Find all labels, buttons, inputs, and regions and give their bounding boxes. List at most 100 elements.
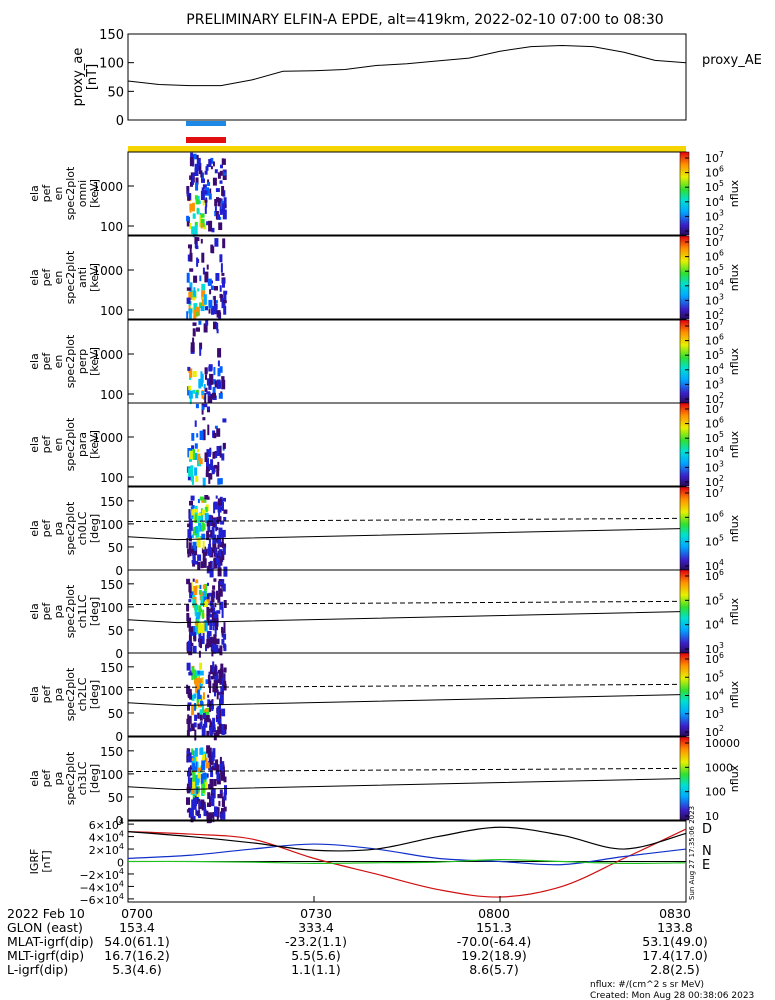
spectrogram-cell xyxy=(220,790,223,794)
igrf-series-d xyxy=(127,828,687,898)
spectrogram-cell xyxy=(216,610,221,614)
spectrogram-cell xyxy=(215,273,220,281)
spectrogram-cell xyxy=(201,283,206,291)
spectrogram-cell xyxy=(208,193,212,200)
spectrogram-cell xyxy=(195,177,199,185)
colorbar-tick-label: 106 xyxy=(705,568,724,583)
spectrogram-cell xyxy=(212,517,217,522)
spectrogram-cell xyxy=(209,778,214,790)
footer-value: 53.1(49.0) xyxy=(642,934,707,949)
spectrogram-cell xyxy=(222,203,226,214)
spectrogram-cell xyxy=(188,390,193,399)
pa-ytick-label: 100 xyxy=(100,684,123,698)
spectrogram-cell xyxy=(218,536,222,545)
spectrogram-cell xyxy=(220,663,224,673)
spectrogram-cell xyxy=(208,473,212,478)
spectrogram-cell xyxy=(217,478,221,485)
spectrogram-cell xyxy=(191,594,196,600)
spectrogram-cell xyxy=(190,471,193,482)
footer-value: -23.2(1.1) xyxy=(285,934,347,949)
spectrogram-cell xyxy=(202,267,205,275)
spectrogram-cell xyxy=(196,157,201,167)
spectrogram-cell xyxy=(200,596,204,606)
spectrogram-cell xyxy=(206,164,209,171)
spectrogram-cell xyxy=(191,788,195,794)
spectrogram-cell xyxy=(189,223,192,229)
spectrogram-cell xyxy=(205,762,210,769)
footer-row-label: GLON (east) xyxy=(7,920,83,935)
spectrogram-cell xyxy=(186,216,190,227)
spectrogram-cell xyxy=(222,238,226,249)
spectrogram-cell xyxy=(194,167,199,176)
pa-ytick-label: 0 xyxy=(115,647,123,661)
spectrogram-cell xyxy=(214,664,217,674)
spectrogram-cell xyxy=(199,670,204,676)
spectrogram-cell xyxy=(205,599,210,604)
spectrogram-cell xyxy=(189,670,193,676)
plot-title: PRELIMINARY ELFIN-A EPDE, alt=419km, 202… xyxy=(186,12,663,28)
spectrogram-cell xyxy=(219,478,223,485)
spectrogram-cell xyxy=(214,547,217,554)
spectrogram-cell xyxy=(215,714,218,721)
spectrogram-cell xyxy=(201,547,206,554)
spectrogram-cell xyxy=(191,534,194,538)
spectrogram-cell xyxy=(196,433,199,438)
spectrogram-cell xyxy=(199,347,202,356)
spectrogram-cell xyxy=(203,620,208,632)
spectrogram-cell xyxy=(191,560,195,564)
spectrogram-cell xyxy=(206,607,210,617)
spectrogram-cell xyxy=(218,581,221,592)
spectrogram-cell xyxy=(193,452,198,460)
anti-loss-cone-line xyxy=(127,767,687,773)
spectrogram-cell xyxy=(218,516,222,521)
spectrogram-cell xyxy=(200,171,203,178)
spectrogram-cell xyxy=(188,385,192,391)
spectrogram-cell xyxy=(221,158,224,165)
spectrogram-cell xyxy=(195,392,199,399)
spectrogram-cell xyxy=(221,771,225,781)
spectrogram-cell xyxy=(219,180,223,184)
spectrogram-cell xyxy=(204,452,208,462)
spectrogram-cell xyxy=(206,812,211,824)
spectrogram-cell xyxy=(187,529,192,539)
spectrogram-cell xyxy=(206,730,210,737)
panel-ylabel: elapefenspec2plotperp[keV] xyxy=(28,334,101,388)
proxy-ae-ylabel: proxy_ae[nT] xyxy=(71,48,100,107)
spectrogram-cell xyxy=(198,809,201,819)
spectrogram-cell xyxy=(187,366,191,371)
igrf-ytick-label: 4×104 xyxy=(89,830,124,845)
spectrogram-cell xyxy=(206,530,210,541)
footer-value: 153.4 xyxy=(119,920,155,935)
spectrogram-cell xyxy=(188,780,192,791)
coverage-bar-yellow xyxy=(128,146,686,152)
spectrogram-cell xyxy=(208,562,212,568)
spectrogram-cell xyxy=(186,190,189,197)
spectrogram-cell xyxy=(213,501,218,510)
spectrogram-cell xyxy=(202,417,206,421)
spectrogram-cell xyxy=(191,226,195,234)
spectrogram-cell xyxy=(190,495,195,501)
spectrogram-cell xyxy=(211,788,216,799)
spectrogram-cell xyxy=(204,367,208,374)
spectrogram-cell xyxy=(194,221,198,228)
footer-value: 333.4 xyxy=(298,920,334,935)
spectrogram-cell xyxy=(197,772,201,779)
spectrogram-cell xyxy=(193,309,197,321)
spectrogram-cell xyxy=(188,535,192,542)
spectrogram-cell xyxy=(196,537,201,548)
spectrogram-cell xyxy=(219,756,222,764)
spectrogram-cell xyxy=(216,706,220,718)
spectrogram-cell xyxy=(219,761,224,772)
spectrogram-cell xyxy=(192,173,195,178)
spectrogram-cell xyxy=(217,498,222,506)
spectrogram-cell xyxy=(202,772,207,780)
spectrogram-cell xyxy=(221,551,225,561)
spectrogram-cell xyxy=(218,588,223,597)
spectrogram-cell xyxy=(201,509,206,516)
spectrogram-cell xyxy=(219,285,222,292)
spectrogram-cell xyxy=(220,263,223,273)
spectrogram-cell xyxy=(189,631,193,635)
spectrogram-cell xyxy=(201,187,205,197)
spectrogram-cell xyxy=(189,157,193,167)
